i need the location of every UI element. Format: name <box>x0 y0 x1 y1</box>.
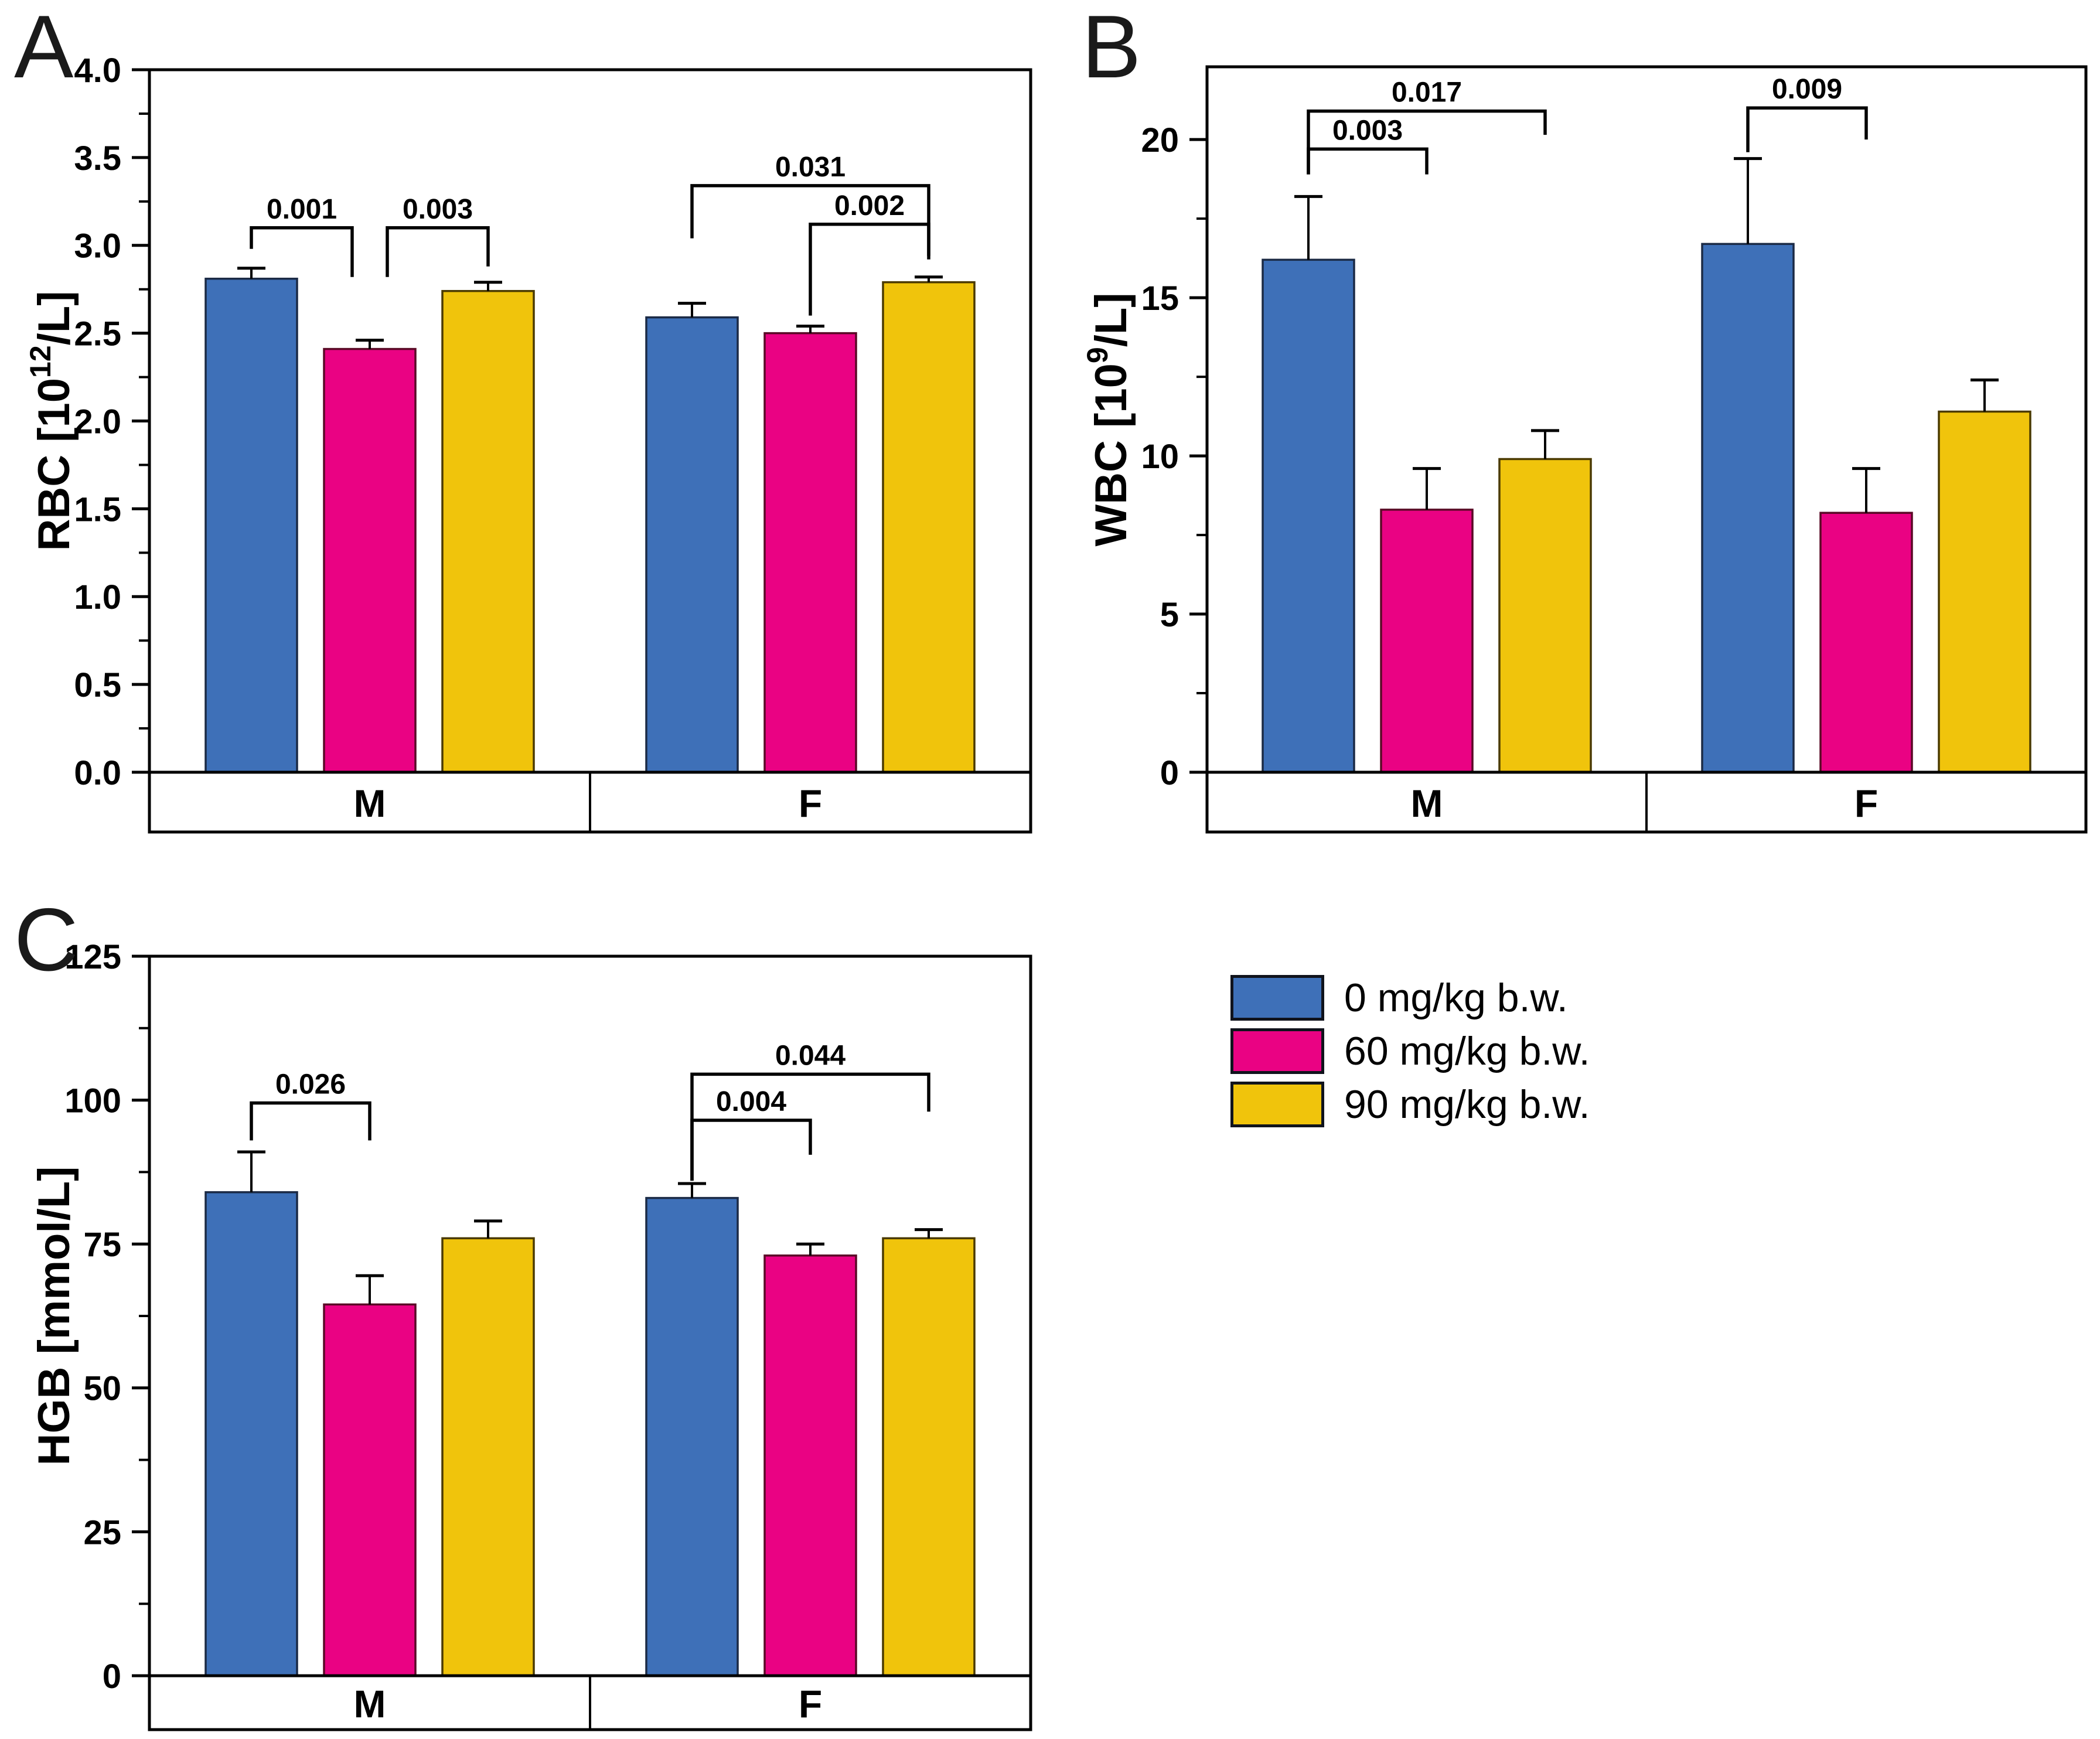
sig-label: 0.044 <box>775 1040 846 1071</box>
sig-bracket <box>690 1119 812 1181</box>
bar-C-F-series1 <box>763 1254 857 1677</box>
bar-B-M-series0 <box>1262 258 1355 773</box>
legend-item-1: 60 mg/kg b.w. <box>1230 1028 1590 1074</box>
panel-letter-b: B <box>1082 0 1141 97</box>
y-tick-label: 50 <box>83 1370 121 1408</box>
y-tick-label: 2.0 <box>74 403 121 441</box>
sig-bracket <box>250 226 354 277</box>
y-tick-label: 2.5 <box>74 315 121 353</box>
sig-bracket <box>1307 109 1547 175</box>
bar-B-F-series1 <box>1819 512 1913 773</box>
y-tick-label: 0.0 <box>74 754 121 792</box>
bar-B-M-series2 <box>1498 458 1592 773</box>
bar-B-F-series2 <box>1938 410 2031 773</box>
sig-bracket <box>690 1072 930 1181</box>
y-axis-label: HGB [mmol/L] <box>29 1167 79 1466</box>
panel-letter-a: A <box>14 0 74 97</box>
bar-C-M-series1 <box>323 1303 417 1677</box>
group-label-F: F <box>799 782 822 825</box>
bar-B-M-series1 <box>1380 509 1474 773</box>
sig-bracket <box>809 223 930 316</box>
y-axis-label: WBC [109/L] <box>1081 292 1136 546</box>
y-tick-label: 125 <box>64 938 121 976</box>
bar-A-F-series1 <box>763 332 857 773</box>
bar-A-F-series2 <box>882 281 976 773</box>
sig-label: 0.003 <box>1332 115 1403 146</box>
bar-A-M-series0 <box>204 277 298 773</box>
bar-C-F-series2 <box>882 1237 976 1677</box>
y-tick-label: 10 <box>1141 438 1179 476</box>
bar-C-F-series0 <box>645 1196 739 1677</box>
sig-label: 0.001 <box>267 194 337 225</box>
sig-label: 0.004 <box>716 1086 786 1117</box>
sig-label: 0.031 <box>775 152 846 183</box>
group-label-M: M <box>354 782 386 825</box>
panel-B: 0 5 10 15 20 WBC [109/L] 0.003 0.017 0.009 M F <box>1081 65 2088 834</box>
sig-bracket <box>1746 106 1868 152</box>
bar-B-F-series0 <box>1701 243 1795 773</box>
legend-item-2: 90 mg/kg b.w. <box>1230 1082 1590 1127</box>
sig-label: 0.009 <box>1772 74 1842 105</box>
group-label-M: M <box>354 1682 386 1726</box>
group-label-F: F <box>799 1682 822 1726</box>
legend-swatch-1 <box>1230 1028 1324 1074</box>
y-tick-label: 75 <box>83 1226 121 1264</box>
legend-label-0: 0 mg/kg b.w. <box>1344 976 1568 1020</box>
y-tick-label: 1.5 <box>74 490 121 528</box>
y-tick-label: 5 <box>1160 596 1179 634</box>
legend-label-1: 60 mg/kg b.w. <box>1344 1029 1590 1073</box>
sig-label: 0.003 <box>403 194 473 225</box>
y-tick-label: 1.0 <box>74 578 121 616</box>
group-label-F: F <box>1854 782 1878 825</box>
sig-bracket <box>386 226 490 277</box>
sig-bracket <box>690 184 930 260</box>
y-tick-label: 3.5 <box>74 139 121 178</box>
y-tick-label: 100 <box>64 1082 121 1120</box>
y-axis-label: RBC [1012/L] <box>24 291 79 551</box>
panel-letter-c: C <box>14 890 79 990</box>
y-tick-label: 3.0 <box>74 227 121 265</box>
panel-C: 0 25 50 75 100 125 HGB [mmol/L] 0.026 0.004 0.044… <box>29 938 1032 1731</box>
dose-legend: 0 mg/kg b.w. 60 mg/kg b.w. 90 mg/kg b.w. <box>1230 975 1590 1127</box>
y-tick-label: 4.0 <box>74 52 121 90</box>
y-tick-label: 0.5 <box>74 666 121 704</box>
sig-label: 0.017 <box>1392 77 1462 108</box>
sig-bracket <box>1307 147 1429 175</box>
bar-C-M-series0 <box>204 1191 298 1677</box>
bar-A-F-series0 <box>645 316 739 773</box>
bar-C-M-series2 <box>441 1237 535 1677</box>
bar-A-M-series1 <box>323 347 417 773</box>
y-tick-label: 25 <box>83 1513 121 1552</box>
bar-A-M-series2 <box>441 289 535 773</box>
sig-label: 0.002 <box>834 190 905 221</box>
y-tick-label: 15 <box>1141 279 1179 318</box>
y-tick-label: 0 <box>1160 754 1179 792</box>
sig-label: 0.026 <box>275 1069 346 1100</box>
group-label-M: M <box>1411 782 1443 825</box>
sig-bracket <box>250 1101 371 1141</box>
y-tick-label: 0 <box>103 1658 121 1696</box>
legend-item-0: 0 mg/kg b.w. <box>1230 975 1590 1021</box>
panel-A: 0.0 0.5 1.0 1.5 2.0 2.5 3.0 3.5 4.0 RBC [1012/L] 0… <box>24 52 1032 834</box>
legend-label-2: 90 mg/kg b.w. <box>1344 1082 1590 1127</box>
legend-swatch-0 <box>1230 975 1324 1021</box>
legend-swatch-2 <box>1230 1082 1324 1127</box>
y-tick-label: 20 <box>1141 121 1179 159</box>
